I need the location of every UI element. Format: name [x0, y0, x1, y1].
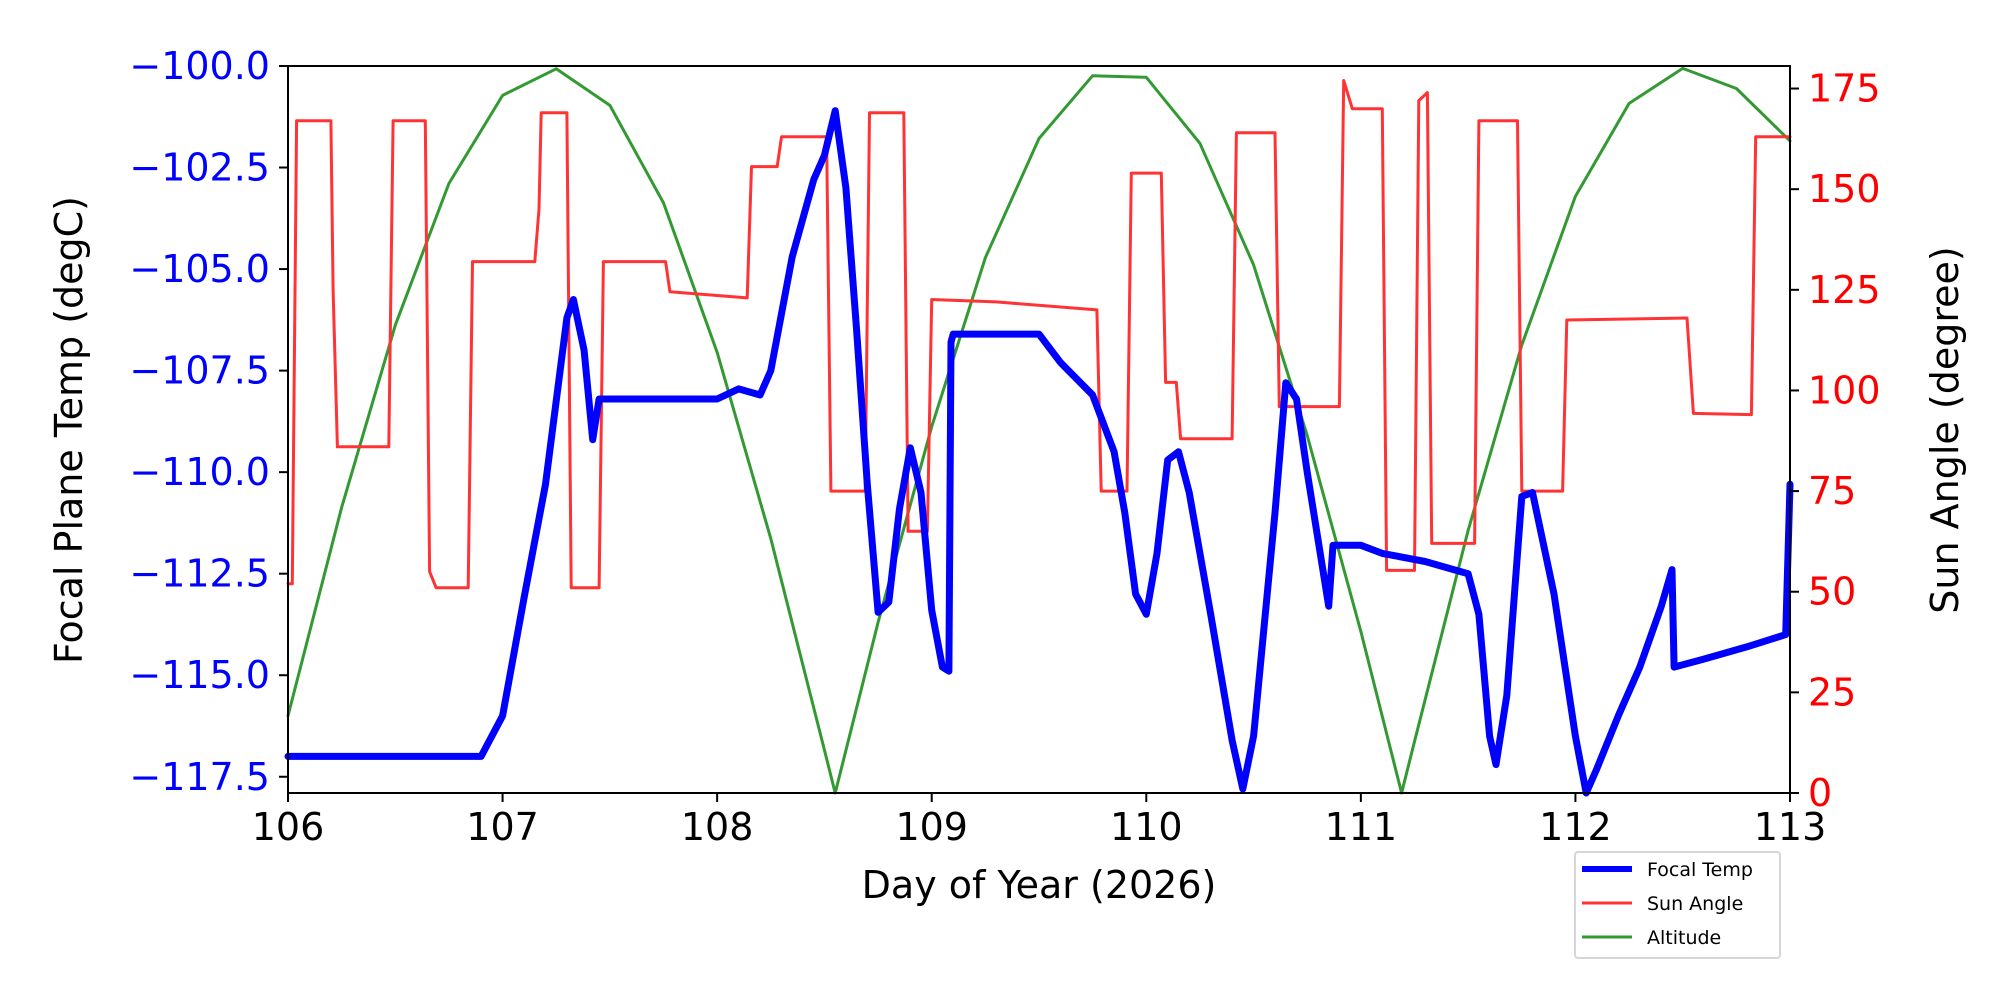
legend-label-focal: Focal Temp	[1647, 859, 1753, 881]
x-tick-label: 110	[1110, 805, 1183, 849]
y-axis-left: −100.0 −102.5 −105.0 −107.5 −110.0 −112.5 −115…	[129, 44, 288, 799]
y-left-tick-label: −107.5	[129, 349, 270, 393]
y-left-tick-label: −102.5	[129, 146, 270, 190]
y-left-tick-label: −112.5	[129, 552, 270, 596]
y-right-tick-label: 175	[1808, 67, 1881, 111]
x-tick-label: 112	[1539, 805, 1612, 849]
x-tick-label: 107	[466, 805, 539, 849]
legend-label-altitude: Altitude	[1647, 927, 1721, 949]
focal-temp-line	[284, 107, 1794, 797]
y-left-tick-label: −100.0	[129, 44, 270, 88]
y-right-tick-label: 100	[1808, 368, 1881, 412]
y-right-tick-label: 125	[1808, 268, 1881, 312]
sun-angle-line	[286, 79, 1792, 590]
plot-frame	[287, 65, 1791, 794]
x-tick-label: 106	[252, 805, 325, 849]
y-axis-right: 0 25 50 75 100 125 150 175	[1790, 67, 1881, 815]
x-tick-label: 108	[681, 805, 754, 849]
y-left-tick-label: −115.0	[129, 653, 270, 697]
legend-box	[1574, 851, 1781, 959]
x-tick-label: 113	[1754, 805, 1827, 849]
x-axis-label: Day of Year (2026)	[862, 863, 1217, 907]
altitude-line	[286, 66, 1792, 795]
legend: Focal Temp Sun Angle Altitude	[1574, 851, 1781, 959]
y-right-tick-label: 25	[1808, 670, 1856, 714]
y-right-tick-label: 50	[1808, 570, 1856, 614]
y-left-tick-label: −105.0	[129, 247, 270, 291]
y-axis-left-label: Focal Plane Temp (degC)	[47, 196, 91, 664]
y-right-tick-label: 0	[1808, 771, 1832, 815]
x-axis: 106 107 108 109 110 111 112 113	[252, 793, 1827, 849]
x-tick-label: 111	[1325, 805, 1398, 849]
x-tick-label: 109	[895, 805, 968, 849]
series-layer	[284, 66, 1794, 797]
legend-label-sun: Sun Angle	[1647, 893, 1743, 915]
y-right-tick-label: 75	[1808, 469, 1856, 513]
y-axis-right-label: Sun Angle (degree)	[1923, 246, 1967, 613]
y-left-tick-label: −110.0	[129, 450, 270, 494]
y-left-tick-label: −117.5	[129, 755, 270, 799]
y-right-tick-label: 150	[1808, 167, 1881, 211]
